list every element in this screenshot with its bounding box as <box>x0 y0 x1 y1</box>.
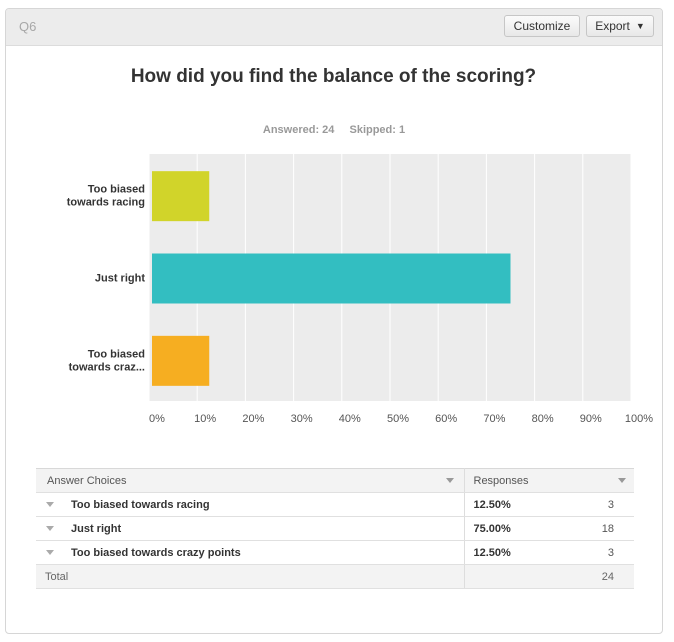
x-tick-label: 30% <box>291 413 313 425</box>
bar <box>152 253 511 304</box>
export-button[interactable]: Export ▼ <box>586 15 654 37</box>
row-label: Just right <box>71 522 122 535</box>
table-row: Too biased towards crazy points 12.50% 3 <box>36 540 634 565</box>
answered-count: Answered: 24 <box>262 124 335 136</box>
category-label: Too biased <box>88 348 145 360</box>
sort-caret-icon <box>618 478 626 483</box>
response-stats: Answered: 24 Skipped: 1 <box>6 124 662 136</box>
x-tick-label: 70% <box>483 413 505 425</box>
category-label: Just right <box>95 273 145 285</box>
expand-caret-icon[interactable] <box>46 525 54 531</box>
row-label: Too biased towards racing <box>71 498 210 511</box>
question-card: Q6 Customize Export ▼ How did you find th… <box>5 8 663 634</box>
card-header: Q6 Customize Export ▼ <box>6 9 662 46</box>
total-count: 24 <box>524 564 634 589</box>
row-percent: 75.00% <box>464 516 524 541</box>
total-row: Total 24 <box>36 564 634 589</box>
header-responses[interactable]: Responses <box>464 468 634 493</box>
export-label: Export <box>595 19 630 33</box>
x-tick-label: 40% <box>339 413 361 425</box>
header-answer-choices[interactable]: Answer Choices <box>36 468 465 493</box>
row-count: 3 <box>524 540 634 565</box>
row-percent: 12.50% <box>464 492 524 517</box>
category-label: towards craz... <box>69 361 145 373</box>
table-row: Too biased towards racing 12.50% 3 <box>36 492 634 517</box>
bar-chart: 0% 10% 20% 30% 40% 50% 60% 70% 80% 90% 100% Too bia… <box>67 154 653 425</box>
x-tick-label: 60% <box>435 413 457 425</box>
question-number: Q6 <box>19 19 37 34</box>
x-tick-label: 80% <box>532 413 554 425</box>
row-label: Too biased towards crazy points <box>71 546 241 559</box>
customize-button[interactable]: Customize <box>504 15 580 37</box>
expand-caret-icon[interactable] <box>46 549 54 555</box>
row-count: 18 <box>524 516 634 541</box>
x-tick-label: 100% <box>625 413 653 425</box>
x-tick-label: 50% <box>387 413 409 425</box>
category-label: Too biased <box>88 184 145 196</box>
x-tick-label: 0% <box>149 413 165 425</box>
row-percent: 12.50% <box>464 540 524 565</box>
row-count: 3 <box>524 492 634 517</box>
x-tick-label: 20% <box>242 413 264 425</box>
responses-table: Answer Choices Responses Too biased towa… <box>36 468 634 589</box>
bar <box>152 335 210 386</box>
bar <box>152 171 210 222</box>
x-tick-label: 90% <box>580 413 602 425</box>
skipped-count: Skipped: 1 <box>349 124 406 136</box>
x-tick-label: 10% <box>194 413 216 425</box>
expand-caret-icon[interactable] <box>46 501 54 507</box>
sort-caret-icon <box>445 478 454 483</box>
total-label: Total <box>36 564 465 589</box>
category-label: towards racing <box>67 197 145 209</box>
caret-down-icon: ▼ <box>635 21 645 31</box>
table-row: Just right 75.00% 18 <box>36 516 634 541</box>
question-title: How did you find the balance of the scor… <box>130 66 537 87</box>
